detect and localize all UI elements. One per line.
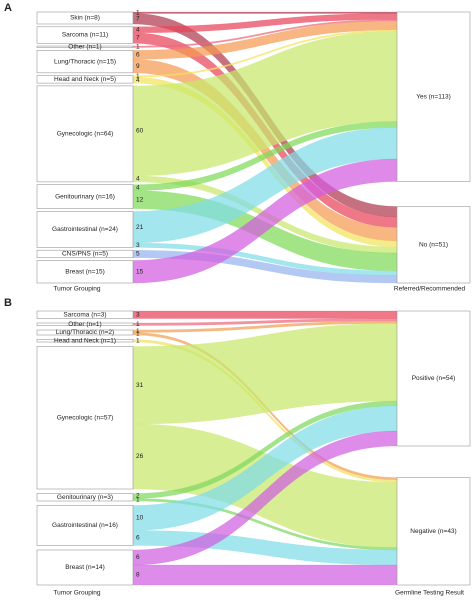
source-label: Gastrointestinal (n=24) <box>52 226 118 233</box>
source-label: Sarcoma (n=11) <box>62 32 108 39</box>
target-axis-title: Germline Testing Result <box>395 590 464 597</box>
flow-value: 9 <box>136 63 140 70</box>
source-label: Lung/Thoracic (n=15) <box>54 58 116 65</box>
flow-value: 15 <box>136 268 144 275</box>
flow-value: 2 <box>136 493 140 500</box>
flow-value: 31 <box>136 382 144 389</box>
source-node <box>36 50 134 74</box>
flow-value: 7 <box>136 15 140 22</box>
source-node <box>36 329 134 336</box>
target-label: Yes (n=113) <box>416 93 451 100</box>
source-node <box>36 75 134 84</box>
panel-letter: A <box>4 2 12 14</box>
flows <box>132 310 398 586</box>
source-label: Skin (n=8) <box>70 15 100 22</box>
source-node <box>36 211 134 248</box>
flow <box>132 310 398 319</box>
source-label: Gynecologic (n=57) <box>57 414 114 421</box>
flow-value: 6 <box>136 52 140 59</box>
flow-value: 4 <box>136 26 140 33</box>
flow-value: 1 <box>136 328 140 335</box>
flow-value: 1 <box>136 44 140 51</box>
flow-value: 60 <box>136 128 144 135</box>
flow-value: 3 <box>136 242 140 249</box>
source-label: Sarcoma (n=3) <box>63 311 106 318</box>
flow-value: 3 <box>136 311 140 318</box>
target-axis-title: Referred/Recommended <box>394 286 466 293</box>
source-label: Genitourinary (n=3) <box>57 494 113 501</box>
flow-value: 4 <box>136 176 140 183</box>
source-node <box>36 505 134 546</box>
flow-value: 21 <box>136 224 144 231</box>
target-node <box>396 310 471 447</box>
source-label: Genitourinary (n=16) <box>55 193 115 200</box>
source-node <box>36 85 134 183</box>
flow-value: 10 <box>136 515 144 522</box>
flow-value: 1 <box>136 330 140 337</box>
flow-value: 4 <box>136 77 140 84</box>
source-node <box>36 260 134 284</box>
source-node <box>36 45 134 48</box>
source-node <box>36 11 134 25</box>
source-axis-title: Tumor Grouping <box>53 590 100 597</box>
flow-value: 5 <box>136 251 140 258</box>
source-node <box>36 249 134 259</box>
target-label: Positive (n=54) <box>412 375 456 382</box>
flow <box>132 11 398 14</box>
flows <box>132 11 398 284</box>
flow-value: 12 <box>136 196 144 203</box>
target-label: Negative (n=43) <box>410 528 456 535</box>
source-label: Head and Neck (n=5) <box>54 76 116 83</box>
source-label: Gastrointestinal (n=16) <box>52 522 118 529</box>
source-label: CNS/PNS (n=5) <box>62 251 108 258</box>
flow-value: 7 <box>136 35 140 42</box>
source-node <box>36 184 134 209</box>
flow-value: 4 <box>136 184 140 191</box>
source-axis-title: Tumor Grouping <box>53 286 100 293</box>
source-node <box>36 339 134 343</box>
source-node <box>36 322 134 326</box>
source-label: Lung/Thoracic (n=2) <box>56 329 114 336</box>
source-node <box>36 26 134 44</box>
source-label: Breast (n=14) <box>65 564 105 571</box>
source-node <box>36 549 134 586</box>
flow-value: 1 <box>136 337 140 344</box>
flow-value: 1 <box>136 9 140 16</box>
source-node <box>36 493 134 502</box>
source-label: Breast (n=15) <box>65 268 105 275</box>
source-label: Other (n=1) <box>68 44 101 51</box>
flow-value: 1 <box>136 496 140 503</box>
flow <box>132 564 398 586</box>
target-node <box>396 11 471 182</box>
source-label: Head and Neck (n=1) <box>54 337 116 344</box>
panel-letter: B <box>4 297 12 309</box>
flow-value: 8 <box>136 572 140 579</box>
source-node <box>36 310 134 319</box>
source-label: Other (n=1) <box>68 321 101 328</box>
target-node <box>396 206 471 284</box>
target-label: No (n=51) <box>419 241 448 248</box>
flow-value: 1 <box>136 73 140 80</box>
flow-value: 1 <box>136 321 140 328</box>
source-node <box>36 346 134 490</box>
flow-value: 26 <box>136 453 144 460</box>
flow-value: 6 <box>136 554 140 561</box>
flow-value: 6 <box>136 535 140 542</box>
target-node <box>396 477 471 586</box>
source-label: Gynecologic (n=64) <box>57 131 114 138</box>
